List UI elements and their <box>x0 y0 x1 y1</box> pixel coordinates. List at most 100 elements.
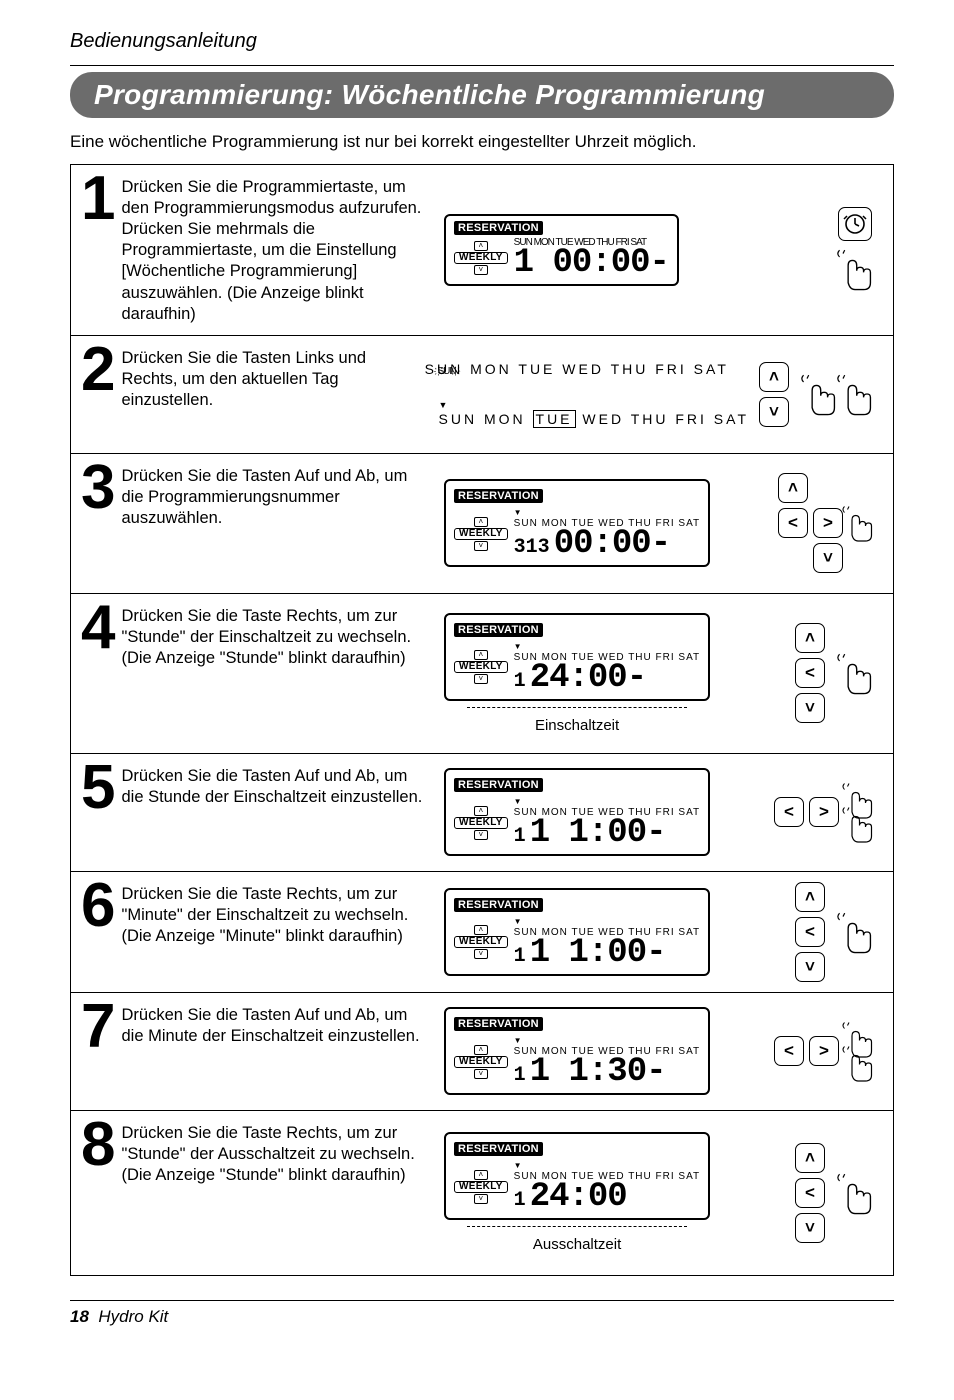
controls: ˄ < ˅ <box>795 623 879 723</box>
step-number: 4 <box>81 604 115 652</box>
segment-time: 1 1:00 <box>530 818 646 849</box>
chevron-down-icon: ˅ <box>474 541 488 551</box>
step-text: Drücken Sie die Taste Rechts, um zur "St… <box>121 1121 424 1186</box>
segment-dash: - <box>651 529 670 560</box>
weekly-indicator: ˄ WEEKLY ˅ <box>454 517 508 551</box>
step-text: Drücken Sie die Programmiertaste, um den… <box>121 175 424 325</box>
left-button[interactable]: < <box>795 1178 825 1208</box>
segment-time: 00:00 <box>554 529 651 560</box>
step-right: RESERVATION ˄ WEEKLY ˅ SUN MON TUE WED T… <box>436 165 893 335</box>
lcd-display: RESERVATION ˄ WEEKLY ˅ ▼SUN MON TUE WED … <box>444 1007 710 1095</box>
hand-press-icon <box>831 649 879 697</box>
step-text: Drücken Sie die Tasten Auf und Ab, um di… <box>121 464 424 529</box>
weekly-indicator: ˄ WEEKLY ˅ <box>454 1170 508 1204</box>
segment-time: 24:00 <box>530 1182 627 1213</box>
step-left: 3 Drücken Sie die Tasten Auf und Ab, um … <box>71 454 436 593</box>
step-left: 7 Drücken Sie die Tasten Auf und Ab, um … <box>71 993 436 1110</box>
step-right: RESERVATION ˄ WEEKLY ˅ ▼SUN MON TUE WED … <box>436 754 893 871</box>
hand-press-icon <box>837 502 879 544</box>
sublabel-einschaltzeit: Einschaltzeit <box>535 717 619 734</box>
step-right: RESERVATION ˄ WEEKLY ˅ ▼SUN MON TUE WED … <box>436 454 893 593</box>
hand-press-icon <box>837 803 879 845</box>
right-button[interactable]: > <box>809 797 839 827</box>
page: Bedienungsanleitung Programmierung: Wöch… <box>0 0 954 1367</box>
down-button[interactable]: ˅ <box>795 1213 825 1243</box>
hand-press-icon <box>831 245 879 293</box>
weekly-indicator: ˄ WEEKLY ˅ <box>454 650 508 684</box>
down-button[interactable]: ˅ <box>795 952 825 982</box>
step-left: 8 Drücken Sie die Taste Rechts, um zur "… <box>71 1111 436 1275</box>
intro-text: Eine wöchentliche Programmierung ist nur… <box>70 132 894 152</box>
hand-press-icon <box>831 1169 879 1217</box>
step-text: Drücken Sie die Tasten Auf und Ab, um di… <box>121 764 424 808</box>
up-button[interactable]: ˄ <box>795 1143 825 1173</box>
step-right: RESERVATION ˄ WEEKLY ˅ ▼SUN MON TUE WED … <box>436 594 893 753</box>
step-left: 6 Drücken Sie die Taste Rechts, um zur "… <box>71 872 436 992</box>
segment-time: 1 1:30 <box>530 1057 646 1088</box>
step-number: 3 <box>81 464 115 512</box>
banner-text: Programmierung: Wöchentliche Programmier… <box>94 79 765 110</box>
left-button[interactable]: < <box>778 508 808 538</box>
left-button[interactable]: < <box>795 917 825 947</box>
reservation-badge: RESERVATION <box>454 1142 543 1156</box>
controls <box>831 207 879 293</box>
up-button[interactable]: ˄ <box>795 623 825 653</box>
down-button[interactable]: ˅ <box>813 543 843 573</box>
controls: < > <box>774 779 879 845</box>
step-right: ҉SUN҉SUN MON TUE WED THU FRI SAT ▼ SUN M… <box>431 336 893 453</box>
weekly-badge: WEEKLY <box>454 252 508 264</box>
controls: ˄ < ˅ <box>795 882 879 982</box>
lcd-display: RESERVATION ˄ WEEKLY ˅ ▼SUN MON TUE WED … <box>444 1132 710 1220</box>
left-button[interactable]: < <box>774 797 804 827</box>
clock-button[interactable] <box>838 207 872 241</box>
step-row: 1 Drücken Sie die Programmiertaste, um d… <box>71 165 893 336</box>
up-button[interactable]: ˄ <box>795 882 825 912</box>
header-rule <box>70 65 894 66</box>
step-row: 2 Drücken Sie die Tasten Links und Recht… <box>71 336 893 454</box>
weekly-badge: WEEKLY <box>454 528 508 540</box>
lcd-display: RESERVATION ˄ WEEKLY ˅ ▼SUN MON TUE WED … <box>444 613 710 701</box>
chevron-down-icon: ˅ <box>474 265 488 275</box>
step-right: RESERVATION ˄ WEEKLY ˅ ▼SUN MON TUE WED … <box>436 872 893 992</box>
step-number: 7 <box>81 1003 115 1051</box>
segment-time: 24:00 <box>530 663 627 694</box>
left-button[interactable]: < <box>795 658 825 688</box>
chevron-up-icon: ˄ <box>474 517 488 527</box>
lcd-display: RESERVATION ˄ WEEKLY ˅ SUN MON TUE WED T… <box>444 214 679 286</box>
step-text: Drücken Sie die Tasten Links und Rechts,… <box>121 346 418 411</box>
controls: ˄ ˅ <box>759 362 879 427</box>
clock-icon <box>843 212 867 236</box>
days-row-blink: ҉SUN҉SUN MON TUE WED THU FRI SAT <box>439 361 749 377</box>
segment-prefix: 313 <box>514 536 550 559</box>
down-button[interactable]: ˅ <box>795 693 825 723</box>
hand-press-icon <box>831 370 879 418</box>
days-row-selected: ▼ SUN MON TUE WED THU FRI SAT <box>439 395 749 427</box>
hand-press-icon <box>831 908 879 956</box>
step-row: 7 Drücken Sie die Tasten Auf und Ab, um … <box>71 993 893 1111</box>
lcd-display: RESERVATION ˄ WEEKLY ˅ ▼SUN MON TUE WED … <box>444 888 710 976</box>
step-row: 4 Drücken Sie die Taste Rechts, um zur "… <box>71 594 893 754</box>
page-number: 18 <box>70 1307 89 1326</box>
step-right: RESERVATION ˄ WEEKLY ˅ ▼SUN MON TUE WED … <box>436 1111 893 1275</box>
down-button[interactable]: ˅ <box>759 397 789 427</box>
weekly-indicator: ˄ WEEKLY ˅ <box>454 241 508 275</box>
step-left: 5 Drücken Sie die Tasten Auf und Ab, um … <box>71 754 436 871</box>
chevron-up-icon: ˄ <box>474 241 488 251</box>
lcd-display: RESERVATION ˄ WEEKLY ˅ ▼SUN MON TUE WED … <box>444 768 710 856</box>
step-number: 8 <box>81 1121 115 1169</box>
up-button[interactable]: ˄ <box>759 362 789 392</box>
doc-header: Bedienungsanleitung <box>70 30 894 53</box>
step-number: 2 <box>81 346 115 394</box>
step-row: 5 Drücken Sie die Tasten Auf und Ab, um … <box>71 754 893 872</box>
step-number: 1 <box>81 175 115 223</box>
step-row: 3 Drücken Sie die Tasten Auf und Ab, um … <box>71 454 893 594</box>
weekly-indicator: ˄ WEEKLY ˅ <box>454 925 508 959</box>
weekly-indicator: ˄ WEEKLY ˅ <box>454 1045 508 1079</box>
left-button[interactable]: < <box>774 1036 804 1066</box>
right-button[interactable]: > <box>809 1036 839 1066</box>
sublabel-ausschaltzeit: Ausschaltzeit <box>533 1236 621 1253</box>
step-text: Drücken Sie die Tasten Auf und Ab, um di… <box>121 1003 424 1047</box>
step-number: 5 <box>81 764 115 812</box>
up-button[interactable]: ˄ <box>778 473 808 503</box>
steps-table: 1 Drücken Sie die Programmiertaste, um d… <box>70 164 894 1276</box>
